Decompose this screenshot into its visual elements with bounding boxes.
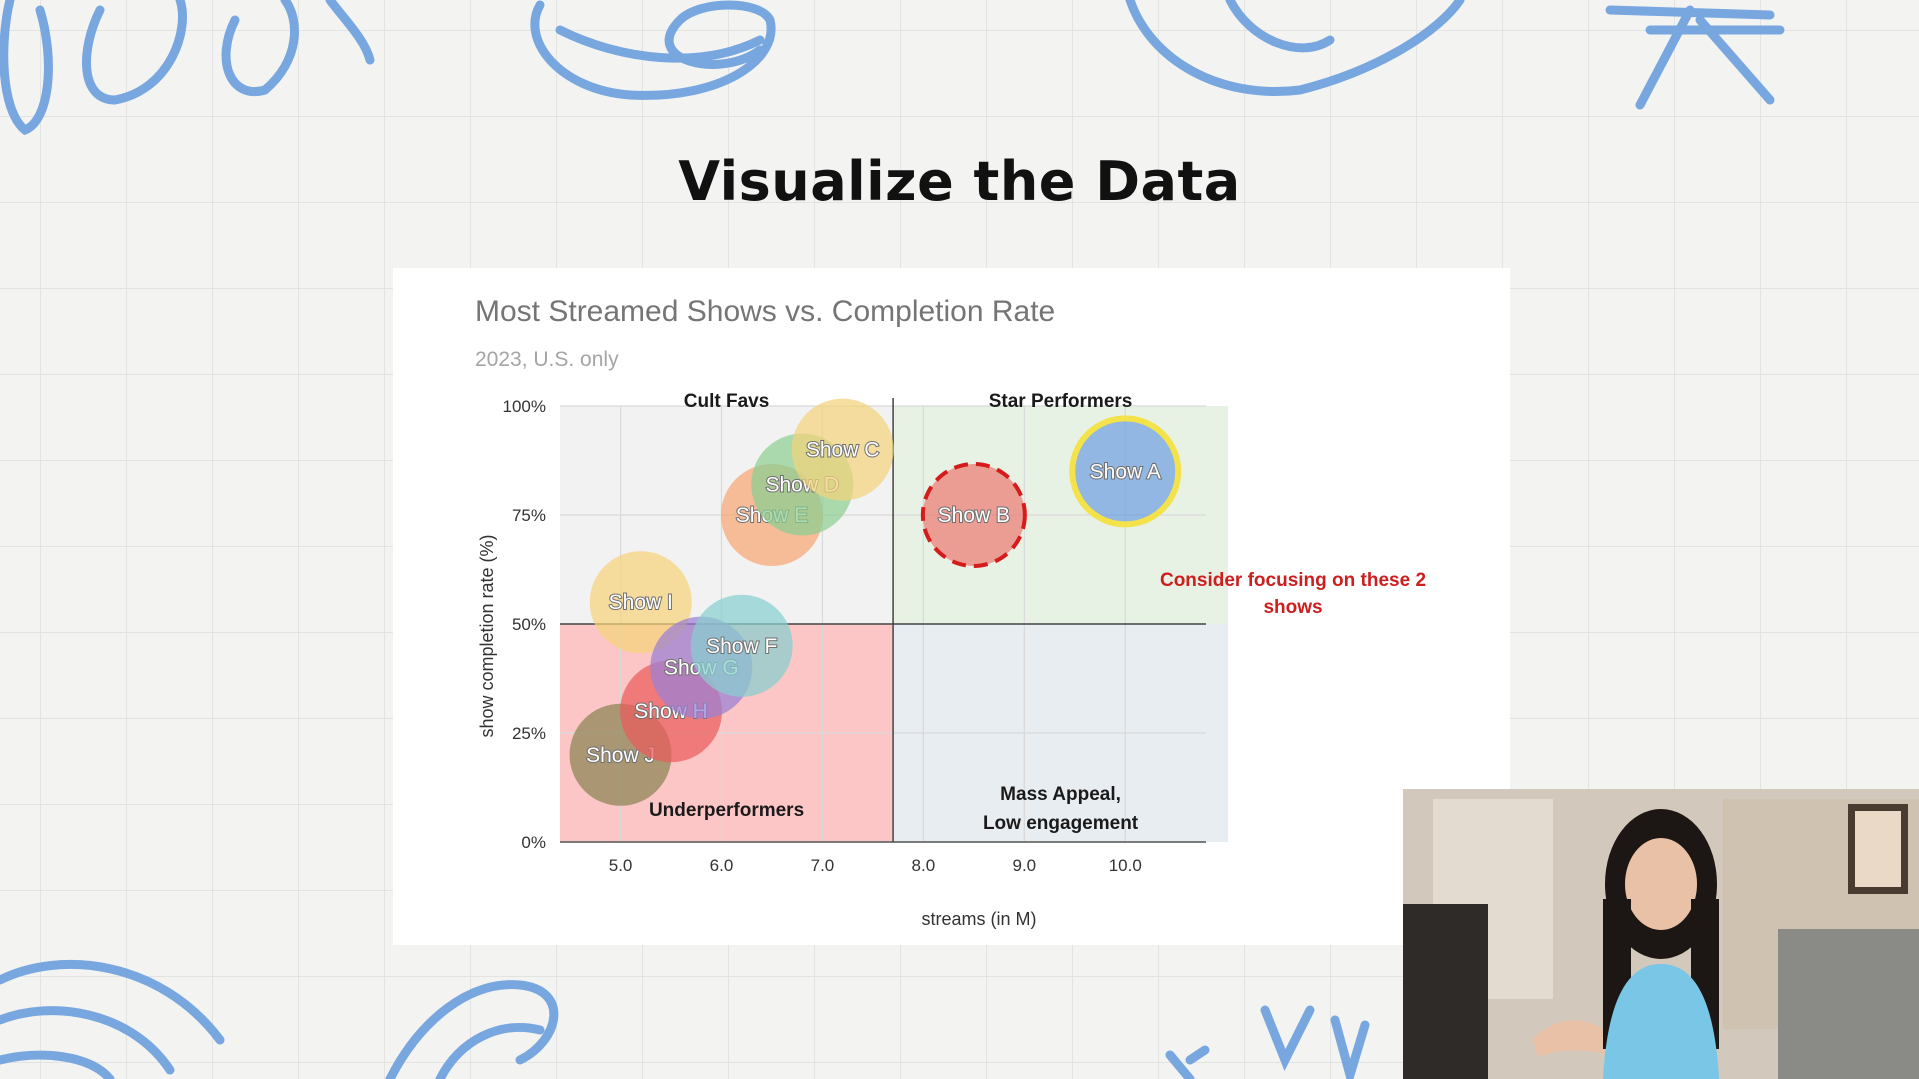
x-tick-label: 7.0 — [811, 856, 835, 875]
x-tick-label: 9.0 — [1012, 856, 1036, 875]
highlight-ring-show-b — [920, 462, 1027, 568]
quadrant-label-star-performers: Star Performers — [989, 391, 1133, 412]
quadrant-label-mass-appeal-line2: Low engagement — [983, 813, 1139, 834]
x-axis-label: streams (in M) — [921, 909, 1036, 929]
bubble-label-show-f: Show F — [706, 635, 777, 658]
x-tick-label: 10.0 — [1109, 856, 1142, 875]
x-tick-label: 6.0 — [710, 856, 734, 875]
chart-title: Most Streamed Shows vs. Completion Rate — [475, 295, 1055, 328]
bubble-show-a[interactable] — [1074, 420, 1177, 523]
quadrant-label-underperformers: Underperformers — [649, 800, 804, 821]
bubble-chart: Most Streamed Shows vs. Completion Rate … — [475, 295, 1426, 929]
annotation-line2: shows — [1263, 597, 1322, 618]
y-tick-label: 50% — [512, 615, 546, 634]
x-tick-label: 5.0 — [609, 856, 633, 875]
bubble-show-c[interactable] — [791, 398, 894, 501]
y-tick-label: 75% — [512, 506, 546, 525]
bubble-label-show-a: Show A — [1090, 460, 1161, 483]
bubble-label-show-b: Show B — [938, 504, 1010, 527]
quadrant-label-cult-favs: Cult Favs — [684, 391, 770, 412]
slide-title: Visualize the Data — [678, 150, 1241, 213]
highlight-ring-show-a — [1069, 415, 1182, 528]
bubble-show-f[interactable] — [690, 594, 793, 697]
annotation-line1: Consider focusing on these 2 — [1160, 570, 1426, 591]
bubble-show-b[interactable] — [922, 464, 1025, 566]
chart-subtitle: 2023, U.S. only — [475, 348, 619, 371]
bubble-label-show-c: Show C — [806, 439, 880, 462]
y-tick-label: 100% — [503, 397, 546, 416]
chart-card: Most Streamed Shows vs. Completion Rate … — [393, 268, 1510, 945]
y-axis-label: show completion rate (%) — [477, 534, 497, 737]
x-tick-label: 8.0 — [912, 856, 936, 875]
bubble-show-i[interactable] — [589, 551, 692, 654]
quadrant-label-mass-appeal-line1: Mass Appeal, — [1000, 784, 1121, 805]
y-tick-label: 0% — [521, 833, 546, 852]
presenter-webcam — [1403, 789, 1919, 1079]
y-tick-label: 25% — [512, 724, 546, 743]
bubble-label-show-i: Show I — [609, 591, 673, 614]
